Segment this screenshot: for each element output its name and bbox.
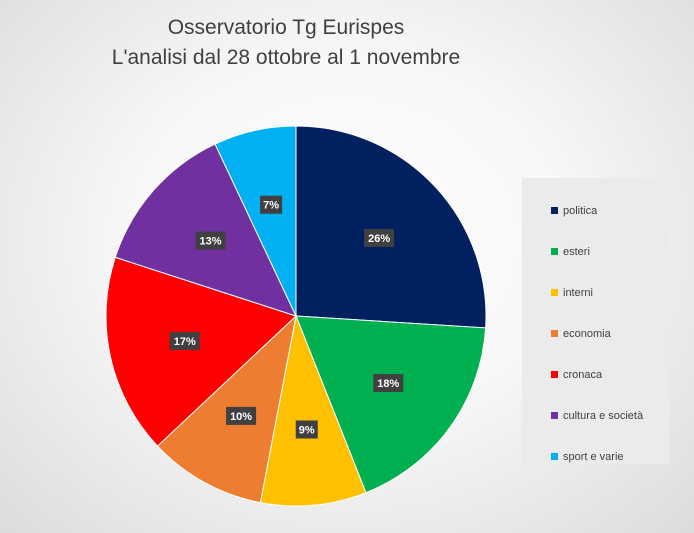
- data-label-text: 17%: [174, 336, 196, 348]
- data-label-box: [295, 420, 318, 439]
- pie-slice-sport-e-varie: [214, 125, 297, 317]
- legend-swatch: [551, 453, 558, 460]
- data-label-text: 9%: [299, 424, 315, 436]
- legend-item-esteri: esteri: [522, 231, 669, 272]
- data-label-economia: 10%: [226, 406, 257, 425]
- chart-subtitle: L'analisi dal 28 ottobre al 1 novembre: [111, 46, 461, 69]
- legend-swatch: [551, 412, 558, 419]
- data-label-interni: 9%: [295, 420, 318, 439]
- data-label-box: [226, 406, 257, 425]
- legend-label: cronaca: [563, 368, 603, 381]
- legend-label: cultura e società: [563, 409, 644, 422]
- data-label-text: 18%: [377, 378, 399, 390]
- pie-slice-esteri: [295, 315, 487, 494]
- data-label-cultura-e-società: 13%: [195, 231, 226, 250]
- legend-swatch: [551, 289, 558, 296]
- legend-label: economia: [563, 327, 611, 340]
- data-label-text: 13%: [199, 236, 221, 248]
- legend-item-cultura-e-società: cultura e società: [522, 395, 669, 436]
- data-label-box: [195, 231, 226, 250]
- legend-label: politica: [563, 204, 598, 217]
- legend-item-economia: economia: [522, 313, 669, 354]
- legend-item-interni: interni: [522, 272, 669, 313]
- data-label-box: [260, 195, 283, 214]
- data-label-sport-e-varie: 7%: [260, 195, 283, 214]
- data-label-box: [169, 331, 200, 350]
- data-label-text: 26%: [368, 233, 390, 245]
- data-label-cronaca: 17%: [169, 331, 200, 350]
- pie-slice-cultura-e-società: [114, 143, 297, 317]
- legend-item-cronaca: cronaca: [522, 354, 669, 395]
- data-label-box: [373, 374, 404, 393]
- legend-item-politica: politica: [522, 190, 669, 231]
- legend-swatch: [551, 248, 558, 255]
- legend: politica esteri interni economia cronaca cult…: [522, 178, 669, 464]
- data-label-text: 10%: [230, 411, 252, 423]
- pie-slice-cronaca: [105, 256, 297, 447]
- data-label-box: [364, 228, 395, 247]
- legend-label: sport e varie: [563, 450, 624, 463]
- legend-label: interni: [563, 286, 593, 299]
- legend-label: esteri: [563, 245, 590, 258]
- pie-slice-politica: [295, 125, 487, 329]
- pie-slice-interni: [259, 314, 367, 507]
- data-label-politica: 26%: [364, 228, 395, 247]
- legend-item-sport-e-varie: sport e varie: [522, 436, 669, 477]
- legend-swatch: [551, 330, 558, 337]
- legend-swatch: [551, 371, 558, 378]
- data-label-esteri: 18%: [373, 374, 404, 393]
- legend-swatch: [551, 207, 558, 214]
- chart-title: Osservatorio Tg Eurispes: [167, 16, 405, 39]
- data-label-text: 7%: [263, 200, 279, 212]
